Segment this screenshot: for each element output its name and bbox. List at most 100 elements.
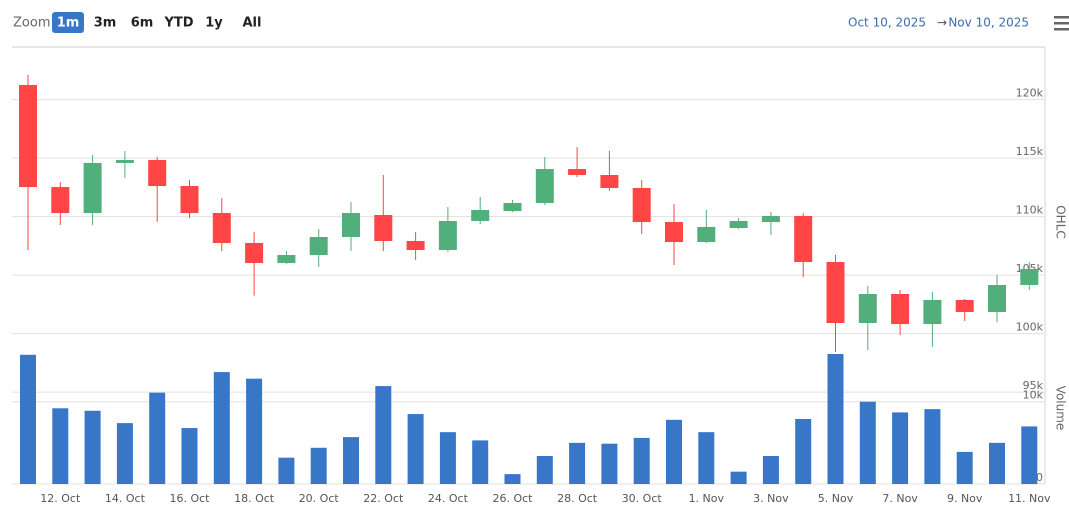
volume-bar — [956, 451, 973, 484]
zoom-button[interactable]: 1m — [57, 16, 80, 31]
y-axis-title: OHLC — [1054, 205, 1068, 239]
volume-bar — [730, 471, 747, 484]
x-tick-label: 14. Oct — [105, 492, 146, 505]
volume-bar — [762, 456, 779, 484]
volume-bar — [149, 392, 166, 484]
x-tick-label: 7. Nov — [882, 492, 918, 505]
x-tick-label: 9. Nov — [947, 492, 983, 505]
volume-bar — [536, 456, 553, 484]
candle-body — [632, 187, 651, 223]
volume-bar — [181, 428, 198, 484]
y-axis-title: Volume — [1054, 386, 1068, 431]
candle-body — [51, 187, 70, 214]
volume-bar — [569, 442, 586, 484]
candle-body — [148, 160, 167, 186]
candle-body — [891, 293, 910, 325]
candle-body — [665, 222, 683, 243]
volume-bar — [666, 419, 682, 484]
volume-bar — [213, 372, 230, 484]
range-from[interactable]: Oct 10, 2025 — [848, 16, 926, 30]
volume-bar — [698, 432, 715, 484]
volume-bar — [601, 443, 618, 484]
volume-bar — [246, 378, 263, 484]
x-tick-label: 30. Oct — [622, 492, 663, 505]
candle-body — [19, 85, 37, 188]
candle-body — [923, 299, 942, 325]
y-tick-label: 110k — [1016, 204, 1044, 217]
volume-bar — [859, 401, 876, 484]
x-tick-label: 24. Oct — [428, 492, 469, 505]
volume-bar — [989, 442, 1005, 484]
candle-body — [342, 213, 360, 238]
volume-bar — [439, 432, 456, 484]
candle-body — [729, 220, 748, 228]
candle-body — [115, 160, 134, 163]
volume-bar — [504, 474, 521, 484]
volume-bar — [407, 414, 424, 484]
zoom-button[interactable]: YTD — [163, 16, 193, 31]
range-to[interactable]: Nov 10, 2025 — [948, 16, 1029, 30]
candle-body — [245, 242, 264, 263]
candle-body — [471, 209, 490, 221]
x-tick-label: 16. Oct — [169, 492, 210, 505]
y-tick-label: 120k — [1016, 87, 1044, 100]
volume-bar — [116, 423, 133, 484]
menu-icon[interactable] — [1054, 16, 1069, 31]
zoom-button[interactable]: All — [243, 16, 262, 31]
volume-bar — [375, 386, 392, 484]
y-tick-label: 95k — [1023, 379, 1044, 392]
x-tick-label: 22. Oct — [363, 492, 404, 505]
x-tick-label: 12. Oct — [40, 492, 81, 505]
volume-bar — [20, 354, 36, 484]
candle-body — [535, 169, 554, 203]
candle-body — [988, 284, 1006, 313]
zoom-button-bg[interactable] — [52, 12, 84, 33]
candle-body — [600, 174, 619, 188]
candle-body — [180, 185, 199, 214]
candle-body — [277, 255, 296, 263]
volume-bar — [310, 447, 327, 484]
x-tick-label: 3. Nov — [753, 492, 789, 505]
candle-body — [794, 215, 813, 263]
volume-bar — [278, 457, 295, 484]
candle-body — [826, 262, 845, 324]
volume-bar — [84, 410, 101, 484]
volume-bar — [892, 412, 909, 484]
volume-bar — [472, 440, 489, 484]
zoom-label: Zoom — [13, 16, 50, 31]
candle-body — [1020, 268, 1039, 285]
candle-body — [374, 215, 393, 241]
volume-bar — [633, 437, 650, 484]
candle-body — [406, 240, 425, 250]
zoom-button[interactable]: 1y — [205, 16, 223, 31]
x-tick-label: 1. Nov — [689, 492, 725, 505]
volume-bar — [924, 409, 941, 484]
y-tick-label: 0 — [1036, 471, 1043, 484]
volume-bar — [1021, 426, 1038, 484]
candle-body — [83, 162, 102, 214]
y-tick-label: 100k — [1016, 321, 1044, 334]
candle-body — [697, 226, 716, 243]
zoom-button[interactable]: 6m — [131, 16, 154, 31]
y-tick-label: 115k — [1016, 145, 1044, 158]
range-arrow: → — [937, 16, 947, 30]
zoom-button[interactable]: 3m — [94, 16, 117, 31]
candle-body — [438, 220, 457, 250]
volume-bar — [52, 408, 69, 484]
zoom-buttons: 1m 3m 6m YTD 1y All — [52, 12, 261, 33]
candle-body — [568, 169, 587, 175]
volume-bar — [827, 353, 844, 484]
candle-body — [761, 215, 780, 223]
x-tick-label: 5. Nov — [818, 492, 854, 505]
candle-body — [503, 202, 522, 212]
x-tick-label: 18. Oct — [234, 492, 275, 505]
candle-body — [955, 299, 974, 313]
candle-body — [858, 293, 877, 324]
candle-body — [212, 213, 231, 243]
x-tick-label: 20. Oct — [299, 492, 340, 505]
volume-bar — [343, 437, 359, 484]
candle-body — [309, 237, 328, 256]
y-tick-label: 10k — [1023, 389, 1044, 402]
x-tick-label: 28. Oct — [557, 492, 598, 505]
